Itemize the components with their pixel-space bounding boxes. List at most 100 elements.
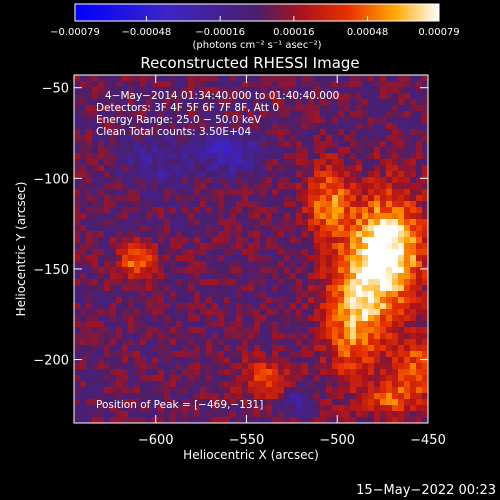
heatmap-cell <box>134 255 140 261</box>
heatmap-cell <box>338 195 344 201</box>
heatmap-cell <box>170 273 176 279</box>
heatmap-cell <box>212 327 218 333</box>
heatmap-cell <box>266 315 272 321</box>
heatmap-cell <box>368 279 374 285</box>
heatmap-cell <box>314 99 320 105</box>
heatmap-cell <box>368 165 374 171</box>
heatmap-cell <box>404 171 410 177</box>
heatmap-cell <box>338 345 344 351</box>
heatmap-cell <box>134 399 140 405</box>
heatmap-cell <box>146 165 152 171</box>
heatmap-cell <box>254 207 260 213</box>
heatmap-cell <box>248 147 254 153</box>
heatmap-cell <box>158 93 164 99</box>
heatmap-cell <box>128 243 134 249</box>
heatmap-cell <box>374 393 380 399</box>
heatmap-cell <box>248 399 254 405</box>
heatmap-cell <box>80 189 86 195</box>
heatmap-cell <box>104 189 110 195</box>
heatmap-cell <box>422 303 428 309</box>
heatmap-cell <box>404 87 410 93</box>
heatmap-cell <box>302 237 308 243</box>
heatmap-cell <box>350 237 356 243</box>
y-tick-label: −200 <box>33 354 69 369</box>
heatmap-cell <box>278 171 284 177</box>
heatmap-cell <box>200 105 206 111</box>
heatmap-cell <box>392 129 398 135</box>
heatmap-cell <box>404 231 410 237</box>
heatmap-cell <box>422 417 428 423</box>
heatmap-cell <box>254 201 260 207</box>
heatmap-cell <box>260 363 266 369</box>
heatmap-cell <box>320 249 326 255</box>
heatmap-cell <box>188 285 194 291</box>
heatmap-cell <box>416 195 422 201</box>
heatmap-cell <box>302 123 308 129</box>
heatmap-cell <box>194 123 200 129</box>
heatmap-cell <box>398 123 404 129</box>
heatmap-cell <box>344 249 350 255</box>
heatmap-cell <box>110 333 116 339</box>
heatmap-cell <box>116 123 122 129</box>
heatmap-cell <box>86 81 92 87</box>
heatmap-cell <box>356 393 362 399</box>
heatmap-cell <box>338 375 344 381</box>
heatmap-cell <box>392 243 398 249</box>
heatmap-cell <box>170 111 176 117</box>
heatmap-cell <box>236 135 242 141</box>
heatmap-cell <box>176 291 182 297</box>
heatmap-cell <box>212 345 218 351</box>
heatmap-cell <box>326 345 332 351</box>
heatmap-cell <box>74 339 80 345</box>
heatmap-cell <box>380 363 386 369</box>
heatmap-cell <box>242 381 248 387</box>
heatmap-cell <box>74 189 80 195</box>
heatmap-cell <box>92 105 98 111</box>
heatmap-cell <box>398 327 404 333</box>
heatmap-cell <box>320 381 326 387</box>
heatmap-cell <box>398 201 404 207</box>
heatmap-cell <box>218 327 224 333</box>
heatmap-cell <box>122 339 128 345</box>
heatmap-cell <box>290 153 296 159</box>
heatmap-cell <box>200 309 206 315</box>
heatmap-cell <box>158 303 164 309</box>
heatmap-cell <box>206 267 212 273</box>
heatmap-cell <box>92 363 98 369</box>
heatmap-cell <box>326 363 332 369</box>
heatmap-cell <box>152 351 158 357</box>
heatmap-cell <box>338 381 344 387</box>
heatmap-cell <box>380 153 386 159</box>
heatmap-cell <box>104 411 110 417</box>
heatmap-cell <box>218 417 224 423</box>
heatmap-cell <box>212 123 218 129</box>
heatmap-cell <box>356 75 362 81</box>
heatmap-cell <box>80 75 86 81</box>
heatmap-cell <box>80 279 86 285</box>
heatmap-cell <box>74 183 80 189</box>
heatmap-cell <box>332 153 338 159</box>
heatmap-cell <box>74 93 80 99</box>
heatmap-cell <box>296 111 302 117</box>
heatmap-cell <box>260 177 266 183</box>
heatmap-cell <box>248 75 254 81</box>
heatmap-cell <box>200 117 206 123</box>
heatmap-cell <box>272 345 278 351</box>
heatmap-cell <box>362 129 368 135</box>
heatmap-cell <box>152 285 158 291</box>
heatmap-cell <box>80 273 86 279</box>
heatmap-cell <box>194 177 200 183</box>
heatmap-cell <box>242 393 248 399</box>
heatmap-cell <box>386 237 392 243</box>
heatmap-cell <box>422 123 428 129</box>
heatmap-cell <box>350 225 356 231</box>
heatmap-cell <box>170 399 176 405</box>
heatmap-cell <box>368 117 374 123</box>
heatmap-cell <box>404 117 410 123</box>
heatmap-cell <box>320 183 326 189</box>
heatmap-cell <box>80 345 86 351</box>
heatmap-cell <box>296 135 302 141</box>
heatmap-cell <box>392 231 398 237</box>
heatmap-cell <box>152 225 158 231</box>
heatmap-cell <box>182 399 188 405</box>
